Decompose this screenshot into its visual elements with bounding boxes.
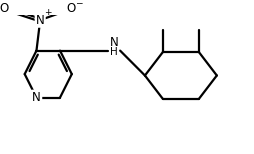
Text: O: O bbox=[67, 2, 76, 15]
Text: O: O bbox=[0, 2, 9, 15]
Text: H: H bbox=[110, 47, 118, 57]
Text: −: − bbox=[75, 0, 82, 7]
Text: N: N bbox=[109, 36, 118, 49]
Text: N: N bbox=[36, 14, 44, 26]
Text: N: N bbox=[32, 91, 41, 104]
Text: +: + bbox=[44, 8, 51, 17]
